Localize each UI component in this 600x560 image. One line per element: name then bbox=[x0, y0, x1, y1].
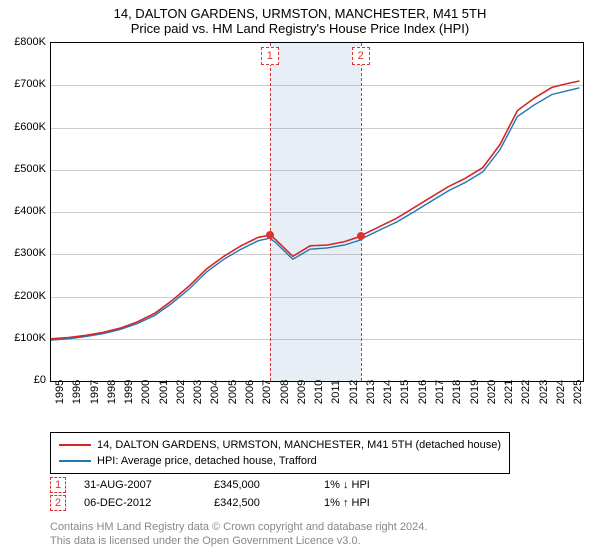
event-date: 06-DEC-2012 bbox=[84, 497, 214, 509]
event-marker-line bbox=[361, 43, 362, 381]
x-tick-label: 2009 bbox=[296, 380, 308, 404]
legend-item: 14, DALTON GARDENS, URMSTON, MANCHESTER,… bbox=[59, 437, 501, 453]
x-tick-label: 2005 bbox=[227, 380, 239, 404]
x-tick-label: 1997 bbox=[89, 380, 101, 404]
x-tick-label: 1998 bbox=[106, 380, 118, 404]
x-tick-label: 2013 bbox=[365, 380, 377, 404]
x-tick-label: 1995 bbox=[54, 380, 66, 404]
x-tick-label: 1999 bbox=[123, 380, 135, 404]
x-tick-label: 2015 bbox=[399, 380, 411, 404]
x-tick-label: 2008 bbox=[279, 380, 291, 404]
series-line bbox=[51, 81, 580, 339]
x-tick-label: 2014 bbox=[382, 380, 394, 404]
x-tick-label: 2002 bbox=[175, 380, 187, 404]
x-tick-label: 2018 bbox=[451, 380, 463, 404]
x-tick-label: 2001 bbox=[158, 380, 170, 404]
x-tick-label: 2004 bbox=[209, 380, 221, 404]
legend-label: 14, DALTON GARDENS, URMSTON, MANCHESTER,… bbox=[97, 439, 501, 451]
y-tick-label: £0 bbox=[2, 374, 46, 386]
event-marker-dot bbox=[357, 232, 365, 240]
y-tick-label: £800K bbox=[2, 36, 46, 48]
y-tick-label: £200K bbox=[2, 290, 46, 302]
y-tick-label: £700K bbox=[2, 78, 46, 90]
attribution-line: Contains HM Land Registry data © Crown c… bbox=[50, 520, 427, 534]
chart-svg bbox=[51, 43, 583, 381]
y-tick-label: £300K bbox=[2, 247, 46, 259]
y-tick-label: £600K bbox=[2, 121, 46, 133]
event-price: £342,500 bbox=[214, 497, 324, 509]
attribution-line: This data is licensed under the Open Gov… bbox=[50, 534, 427, 548]
event-number-box: 2 bbox=[50, 495, 66, 511]
x-tick-label: 2020 bbox=[486, 380, 498, 404]
event-delta: 1% ↓ HPI bbox=[324, 479, 370, 491]
event-marker-box: 2 bbox=[352, 47, 370, 65]
x-tick-label: 2000 bbox=[140, 380, 152, 404]
x-tick-label: 2016 bbox=[417, 380, 429, 404]
chart-container: 14, DALTON GARDENS, URMSTON, MANCHESTER,… bbox=[0, 0, 600, 560]
event-price: £345,000 bbox=[214, 479, 324, 491]
event-row: 2 06-DEC-2012£342,5001% ↑ HPI bbox=[50, 494, 370, 512]
x-tick-label: 2012 bbox=[348, 380, 360, 404]
title-block: 14, DALTON GARDENS, URMSTON, MANCHESTER,… bbox=[0, 0, 600, 36]
chart-title: 14, DALTON GARDENS, URMSTON, MANCHESTER,… bbox=[0, 6, 600, 21]
x-tick-label: 2023 bbox=[538, 380, 550, 404]
x-tick-label: 2003 bbox=[192, 380, 204, 404]
event-marker-line bbox=[270, 43, 271, 381]
chart-subtitle: Price paid vs. HM Land Registry's House … bbox=[0, 21, 600, 36]
y-tick-label: £100K bbox=[2, 332, 46, 344]
event-date: 31-AUG-2007 bbox=[84, 479, 214, 491]
x-tick-label: 2017 bbox=[434, 380, 446, 404]
x-tick-label: 2021 bbox=[503, 380, 515, 404]
legend-swatch bbox=[59, 460, 91, 462]
event-number-box: 1 bbox=[50, 477, 66, 493]
x-tick-label: 2022 bbox=[520, 380, 532, 404]
legend: 14, DALTON GARDENS, URMSTON, MANCHESTER,… bbox=[50, 432, 510, 474]
x-tick-label: 2007 bbox=[261, 380, 273, 404]
series-line bbox=[51, 88, 580, 340]
y-tick-label: £400K bbox=[2, 205, 46, 217]
x-tick-label: 2024 bbox=[555, 380, 567, 404]
x-tick-label: 2019 bbox=[469, 380, 481, 404]
x-tick-label: 2010 bbox=[313, 380, 325, 404]
event-marker-dot bbox=[266, 231, 274, 239]
chart-plot-area: 12 bbox=[50, 42, 584, 382]
legend-label: HPI: Average price, detached house, Traf… bbox=[97, 455, 317, 467]
event-marker-box: 1 bbox=[261, 47, 279, 65]
events-table: 1 31-AUG-2007£345,0001% ↓ HPI 2 06-DEC-2012… bbox=[50, 476, 370, 512]
x-tick-label: 2011 bbox=[330, 380, 342, 404]
x-tick-label: 1996 bbox=[71, 380, 83, 404]
event-row: 1 31-AUG-2007£345,0001% ↓ HPI bbox=[50, 476, 370, 494]
y-tick-label: £500K bbox=[2, 163, 46, 175]
legend-swatch bbox=[59, 444, 91, 446]
x-tick-label: 2025 bbox=[572, 380, 584, 404]
legend-item: HPI: Average price, detached house, Traf… bbox=[59, 453, 501, 469]
attribution: Contains HM Land Registry data © Crown c… bbox=[50, 520, 427, 548]
event-delta: 1% ↑ HPI bbox=[324, 497, 370, 509]
x-tick-label: 2006 bbox=[244, 380, 256, 404]
